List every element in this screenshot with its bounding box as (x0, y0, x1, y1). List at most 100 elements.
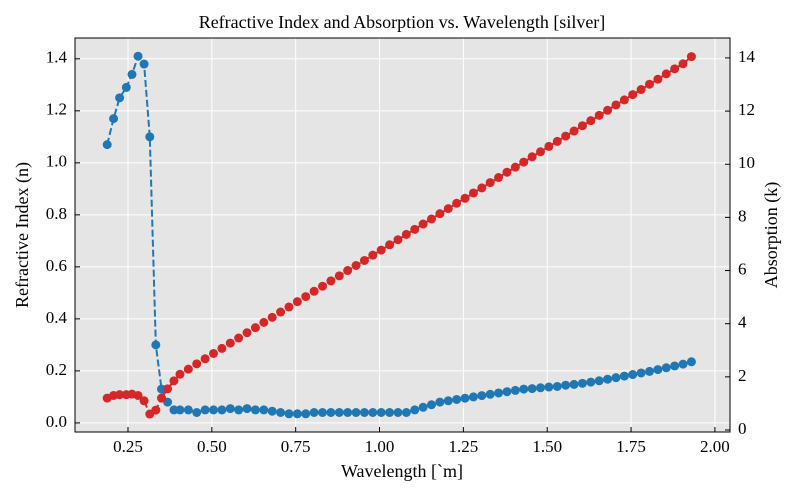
data-point (192, 407, 202, 417)
data-point (225, 404, 235, 414)
data-point (385, 240, 395, 250)
data-point (209, 405, 219, 415)
data-point (619, 95, 629, 105)
data-point (544, 382, 554, 392)
data-point (494, 173, 504, 183)
data-point (594, 376, 604, 386)
data-point (292, 297, 302, 307)
data-point (109, 114, 119, 124)
marks (102, 51, 696, 419)
x-axis-label: Wavelength [`m] (341, 461, 463, 481)
data-point (115, 390, 125, 400)
y2-tick-label: 14 (738, 47, 756, 66)
data-point (485, 178, 495, 188)
data-point (234, 333, 244, 343)
data-point (301, 292, 311, 302)
data-point (418, 219, 428, 229)
data-point (628, 370, 638, 380)
data-point (157, 393, 167, 403)
data-point (452, 394, 462, 404)
data-point (477, 183, 487, 193)
data-point (569, 126, 579, 136)
data-point (603, 105, 613, 115)
data-point (326, 276, 336, 286)
y2-axis-label: Absorption (k) (761, 182, 782, 289)
data-point (351, 260, 361, 270)
data-point (670, 64, 680, 74)
data-point (133, 390, 143, 400)
data-point (645, 79, 655, 89)
data-point (435, 209, 445, 219)
data-point (250, 405, 260, 415)
data-point (435, 397, 445, 407)
data-point (393, 407, 403, 417)
data-point (267, 312, 277, 322)
data-point (569, 379, 579, 389)
data-point (678, 359, 688, 369)
data-point (410, 224, 420, 234)
data-point (527, 384, 537, 394)
data-point (334, 407, 344, 417)
data-point (175, 369, 185, 379)
data-point (460, 393, 470, 403)
data-point (519, 384, 529, 394)
x-tick-label: 1.50 (532, 437, 562, 456)
y-tick-label: 0.0 (46, 412, 67, 431)
data-point (284, 302, 294, 312)
data-point (561, 131, 571, 141)
data-point (670, 361, 680, 371)
data-point (192, 359, 202, 369)
data-point (145, 132, 155, 142)
data-point (686, 357, 696, 367)
chart-title: Refractive Index and Absorption vs. Wave… (199, 12, 606, 32)
data-point (577, 378, 587, 388)
data-point (175, 405, 185, 415)
y-tick-label: 1.4 (46, 48, 68, 67)
y-tick-label: 0.2 (46, 360, 67, 379)
x-tick-label: 1.25 (448, 437, 478, 456)
x-tick-label: 0.50 (197, 437, 227, 456)
y-tick-label: 1.0 (46, 152, 67, 171)
data-point (121, 82, 131, 92)
data-point (183, 364, 193, 374)
data-point (628, 90, 638, 100)
data-point (611, 100, 621, 110)
data-point (242, 328, 252, 338)
data-point (351, 407, 361, 417)
data-point (169, 376, 179, 386)
data-point (242, 404, 252, 414)
data-point (376, 245, 386, 255)
data-point (586, 377, 596, 387)
data-point (586, 116, 596, 126)
data-point (485, 389, 495, 399)
data-point (510, 162, 520, 172)
data-point (217, 343, 227, 353)
data-point (536, 147, 546, 157)
x-tick-label: 0.75 (281, 437, 311, 456)
data-point (359, 407, 369, 417)
data-point (686, 52, 696, 62)
data-point (427, 400, 437, 410)
data-point (326, 407, 336, 417)
data-point (267, 406, 277, 416)
data-point (502, 387, 512, 397)
y-axis-label: Refractive Index (n) (12, 162, 33, 308)
data-point (427, 214, 437, 224)
data-point (594, 110, 604, 120)
y-tick-label: 0.8 (46, 204, 67, 223)
data-point (519, 157, 529, 167)
data-point (611, 373, 621, 383)
y-tick-label: 0.4 (46, 308, 68, 327)
data-point (183, 405, 193, 415)
y-tick-label: 1.2 (46, 100, 67, 119)
data-point (309, 407, 319, 417)
x-tick-label: 2.00 (700, 437, 730, 456)
data-point (653, 365, 663, 375)
data-point (259, 405, 269, 415)
data-point (661, 69, 671, 79)
data-point (401, 229, 411, 239)
data-point (385, 407, 395, 417)
data-point (301, 409, 311, 419)
data-point (151, 405, 161, 415)
x-tick-label: 1.00 (365, 437, 395, 456)
